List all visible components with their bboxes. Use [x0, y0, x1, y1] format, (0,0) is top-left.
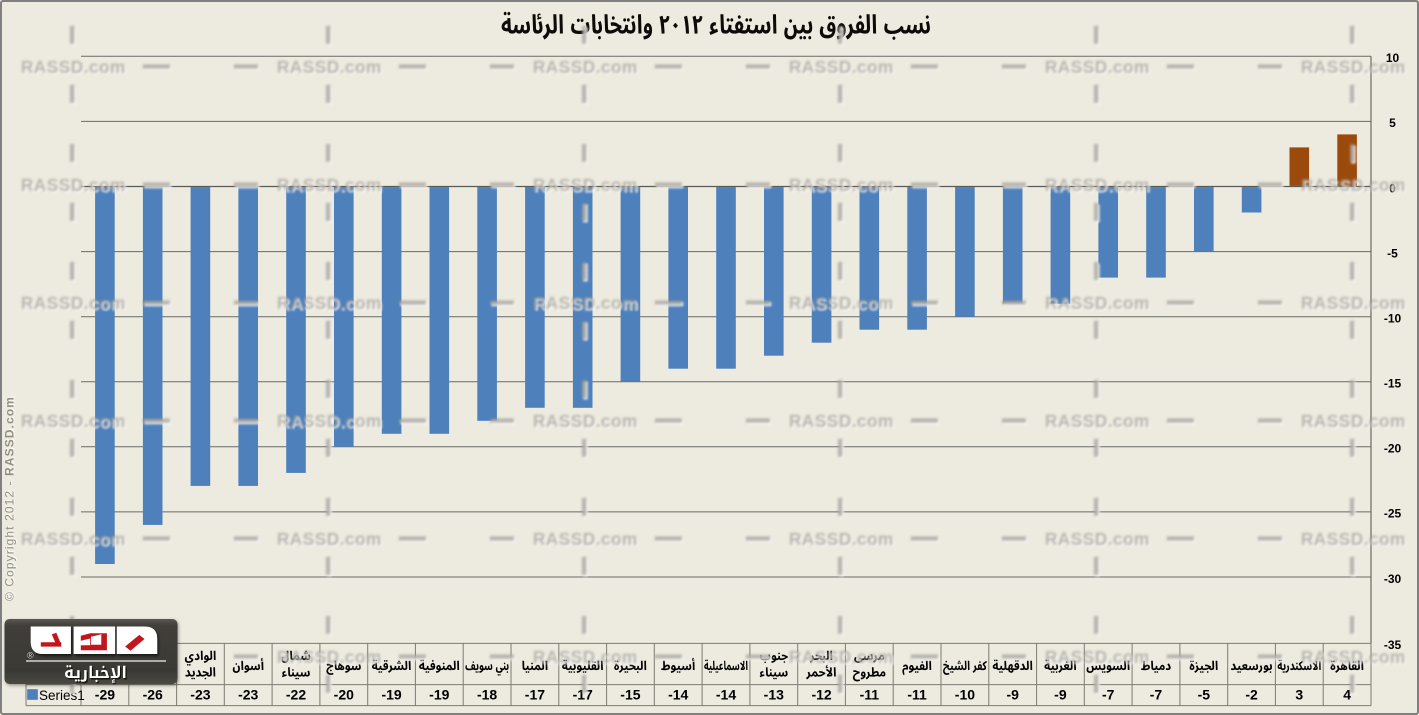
- svg-text:-23: -23: [238, 687, 258, 703]
- svg-text:-7: -7: [1150, 687, 1163, 703]
- svg-text:-23: -23: [190, 687, 210, 703]
- svg-text:-20: -20: [1384, 442, 1402, 456]
- svg-text:© Copyright 2012 - RASSD.com: © Copyright 2012 - RASSD.com: [3, 396, 17, 601]
- svg-text:-2: -2: [1245, 687, 1258, 703]
- svg-text:-15: -15: [620, 687, 640, 703]
- svg-text:-30: -30: [1384, 572, 1402, 586]
- svg-text:-17: -17: [573, 687, 593, 703]
- svg-text:-25: -25: [1384, 507, 1402, 521]
- svg-text:-10: -10: [1384, 312, 1402, 326]
- svg-text:-14: -14: [716, 687, 736, 703]
- svg-text:-26: -26: [143, 687, 163, 703]
- svg-text:-5: -5: [1387, 246, 1398, 260]
- svg-text:-11: -11: [907, 687, 927, 703]
- svg-text:© Copyright 2012 - RASSD.com: © Copyright 2012 - RASSD.com: [4, 395, 18, 600]
- svg-text:-20: -20: [334, 687, 354, 703]
- svg-text:®: ®: [27, 651, 34, 661]
- svg-text:3: 3: [1295, 687, 1303, 703]
- svg-text:5: 5: [1389, 116, 1396, 130]
- svg-text:-22: -22: [286, 687, 306, 703]
- svg-text:-15: -15: [1384, 377, 1402, 391]
- svg-text:-18: -18: [477, 687, 497, 703]
- svg-text:-19: -19: [429, 687, 449, 703]
- svg-text:-11: -11: [860, 687, 880, 703]
- svg-text:-10: -10: [955, 687, 975, 703]
- svg-text:-13: -13: [764, 687, 784, 703]
- svg-text:-9: -9: [1006, 687, 1019, 703]
- svg-text:-12: -12: [811, 687, 831, 703]
- svg-text:4: 4: [1343, 687, 1351, 703]
- svg-text:-5: -5: [1198, 687, 1211, 703]
- svg-text:-7: -7: [1102, 687, 1115, 703]
- svg-text:-14: -14: [668, 687, 688, 703]
- svg-text:Series1: Series1: [39, 688, 85, 703]
- svg-text:-9: -9: [1054, 687, 1067, 703]
- svg-text:-19: -19: [381, 687, 401, 703]
- svg-text:-29: -29: [95, 687, 115, 703]
- svg-text:-17: -17: [525, 687, 545, 703]
